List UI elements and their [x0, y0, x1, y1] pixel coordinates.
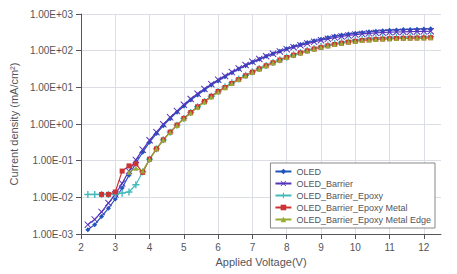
svg-text:OLED_Barrier_Epoxy: OLED_Barrier_Epoxy — [296, 191, 383, 201]
svg-text:6: 6 — [215, 242, 221, 253]
svg-text:1.00E+02: 1.00E+02 — [30, 45, 74, 56]
svg-text:2: 2 — [78, 242, 84, 253]
svg-text:OLED_Barrier_Epoxy Metal: OLED_Barrier_Epoxy Metal — [296, 203, 407, 213]
svg-text:7: 7 — [250, 242, 256, 253]
svg-text:1.00E-01: 1.00E-01 — [32, 155, 73, 166]
svg-text:11: 11 — [384, 242, 395, 253]
svg-text:Current density (mA/cm²): Current density (mA/cm²) — [8, 63, 20, 186]
svg-text:1.00E+03: 1.00E+03 — [30, 9, 74, 20]
svg-text:1.00E-03: 1.00E-03 — [32, 229, 73, 240]
svg-text:4: 4 — [147, 242, 153, 253]
svg-text:OLED_Barrier_Epoxy Metal Edge: OLED_Barrier_Epoxy Metal Edge — [296, 215, 431, 225]
svg-text:10: 10 — [350, 242, 362, 253]
svg-text:OLED_Barrier: OLED_Barrier — [296, 179, 353, 189]
svg-text:Applied Voltage(V): Applied Voltage(V) — [215, 256, 306, 268]
svg-text:1.00E+00: 1.00E+00 — [30, 119, 74, 130]
svg-text:8: 8 — [284, 242, 290, 253]
svg-text:1.00E-02: 1.00E-02 — [32, 192, 73, 203]
svg-text:12: 12 — [418, 242, 430, 253]
svg-text:1.00E+01: 1.00E+01 — [30, 82, 74, 93]
svg-text:9: 9 — [318, 242, 324, 253]
svg-text:3: 3 — [113, 242, 119, 253]
svg-text:5: 5 — [181, 242, 187, 253]
svg-text:OLED: OLED — [296, 167, 321, 177]
